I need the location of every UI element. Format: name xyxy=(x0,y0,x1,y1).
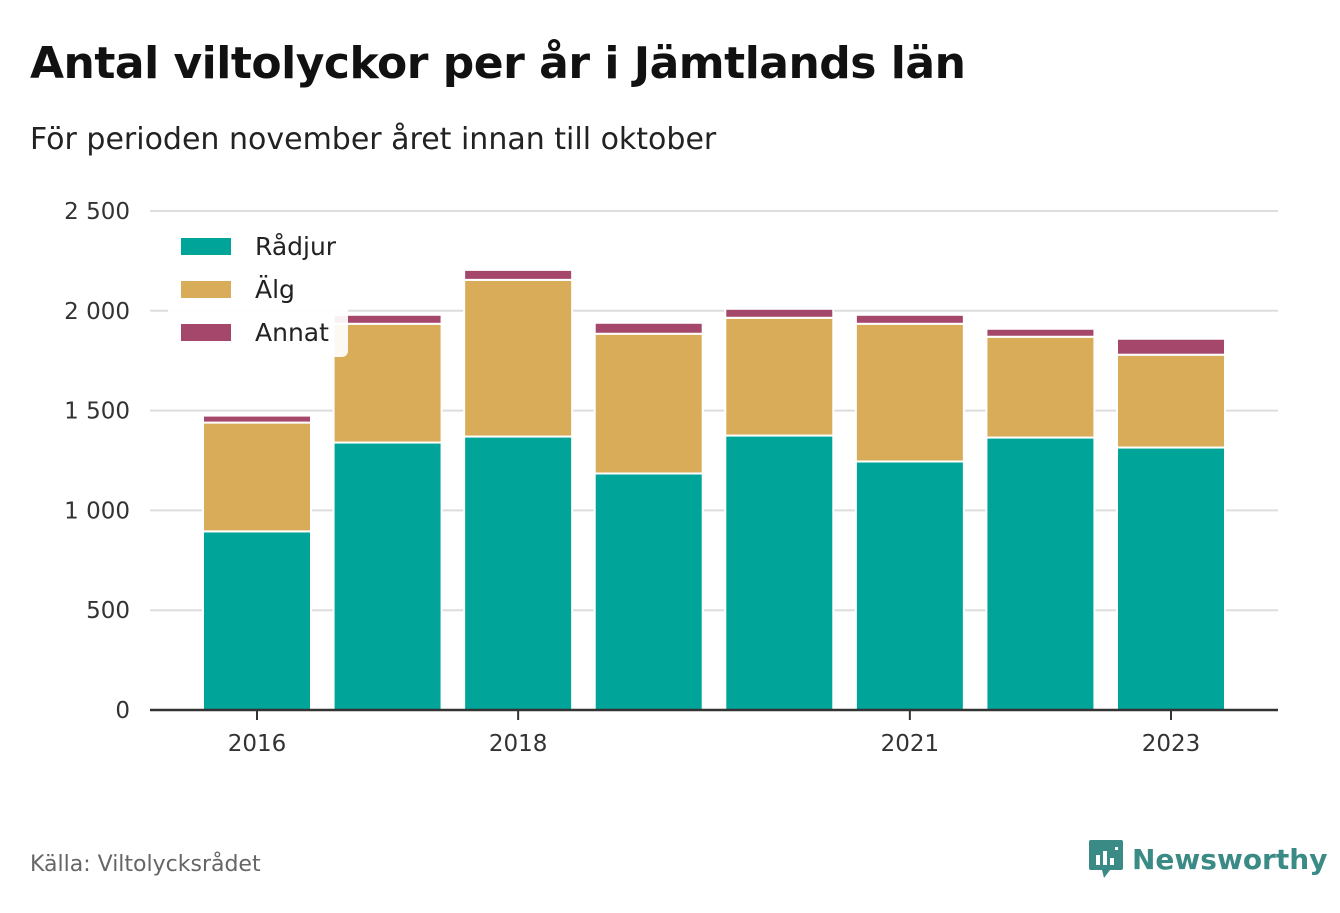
x-tick-label: 2023 xyxy=(1142,731,1201,757)
y-tick-label: 2 500 xyxy=(64,199,130,225)
bar-segment-rådjur xyxy=(854,460,965,711)
bar-segment-rådjur xyxy=(332,441,443,711)
x-tick-label: 2018 xyxy=(489,731,548,757)
bar-segment-rådjur xyxy=(463,435,574,711)
bar-stack-2017 xyxy=(332,313,443,711)
bar-segment-annat xyxy=(985,327,1096,338)
bar-segment-rådjur xyxy=(985,436,1096,711)
bar-stack-2018 xyxy=(463,268,574,711)
bar-segment-annat xyxy=(1116,337,1226,356)
legend-label: Annat xyxy=(255,318,329,347)
chart-title: Antal viltolyckor per år i Jämtlands län xyxy=(30,38,966,89)
newsworthy-logo-icon xyxy=(1089,840,1123,878)
x-axis: 2016 2018 2021 2023 xyxy=(150,708,1278,757)
legend: Rådjur Älg Annat xyxy=(168,225,348,357)
y-axis-tick-labels: 0 500 1 000 1 500 2 000 2 500 xyxy=(64,199,130,724)
brand-name: Newsworthy xyxy=(1132,842,1328,876)
bar-segment-rådjur xyxy=(202,530,312,711)
bar-segment-annat xyxy=(202,414,312,424)
legend-swatch-älg xyxy=(181,281,231,298)
bar-stack-2023 xyxy=(1116,337,1226,711)
bar-segment-älg xyxy=(332,322,443,444)
bar-segment-älg xyxy=(593,332,704,475)
legend-swatch-rådjur xyxy=(181,238,231,255)
legend-label: Rådjur xyxy=(255,232,337,261)
bar-segment-annat xyxy=(854,313,965,325)
y-tick-label: 1 500 xyxy=(64,399,130,425)
bar-segment-annat xyxy=(724,307,835,319)
bar-segment-älg xyxy=(854,322,965,463)
bar-segment-älg xyxy=(724,316,835,437)
bar-stack-2016 xyxy=(202,414,312,711)
bar-segment-annat xyxy=(332,313,443,325)
y-tick-label: 2 000 xyxy=(64,299,130,325)
y-tick-label: 500 xyxy=(86,598,130,624)
bar-segment-rådjur xyxy=(593,472,704,711)
bar-segment-rådjur xyxy=(1116,446,1226,711)
legend-swatch-annat xyxy=(181,324,231,341)
y-tick-label: 0 xyxy=(115,698,130,724)
bar-segment-annat xyxy=(593,321,704,335)
bar-stack-2020 xyxy=(724,307,835,711)
bar-segment-rådjur xyxy=(724,434,835,711)
bar-segment-älg xyxy=(1116,353,1226,449)
bar-stack-2021 xyxy=(854,313,965,711)
y-tick-label: 1 000 xyxy=(64,498,130,524)
source-note: Källa: Viltolycksrådet xyxy=(30,852,261,877)
chart-subtitle: För perioden november året innan till ok… xyxy=(30,122,717,157)
newsworthy-brand: Newsworthy xyxy=(1088,838,1327,880)
x-tick-label: 2016 xyxy=(228,731,287,757)
bar-segment-älg xyxy=(985,335,1096,439)
bars xyxy=(202,268,1226,711)
legend-label: Älg xyxy=(255,275,295,304)
bar-segment-älg xyxy=(463,278,574,438)
bar-segment-älg xyxy=(202,421,312,533)
x-tick-label: 2021 xyxy=(881,731,940,757)
bar-stack-2022 xyxy=(985,327,1096,711)
bar-stack-2019 xyxy=(593,321,704,711)
bar-segment-annat xyxy=(463,268,574,281)
